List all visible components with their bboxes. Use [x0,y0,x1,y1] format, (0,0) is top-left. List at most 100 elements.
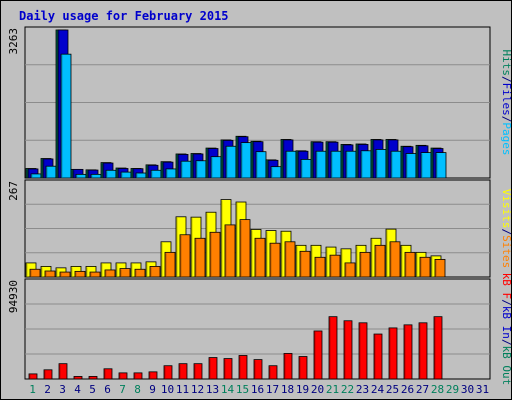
bar-kb-f-day-24 [373,333,383,380]
bar-sites-day-21 [329,254,341,278]
bar-kb-f-day-28 [433,316,443,380]
x-tick-label-day-20: 20 [311,383,324,396]
bar-sites-day-2 [44,270,56,278]
x-tick-label-day-24: 24 [371,383,385,396]
bar-kb-f-day-1 [28,373,38,380]
y-max-label: 94930 [7,280,20,313]
x-tick-label-day-10: 10 [161,383,174,396]
x-tick-label-day-1: 1 [29,383,36,396]
bar-kb-f-day-23 [358,322,368,380]
legend-part: kB F [500,273,512,300]
legend-part: / [500,339,512,346]
bar-kb-f-day-2 [43,369,53,380]
x-tick-label-day-23: 23 [356,383,369,396]
bar-kb-f-day-25 [388,327,398,380]
legend-part: / [500,116,512,123]
legend-axis-label: kB F/kB In/kB Out [500,273,512,386]
legend-part: Pages [500,122,512,155]
x-tick-label-day-13: 13 [206,383,219,396]
x-tick-label-day-5: 5 [89,383,96,396]
bar-sites-day-1 [29,268,41,278]
bar-kb-f-day-27 [418,322,428,380]
panel-kbytes: 94930 kB F/kB In/kB Out [7,273,512,386]
bar-kb-f-day-26 [403,324,413,380]
bar-kb-f-day-9 [148,371,158,380]
x-tick-label-day-29: 29 [446,383,459,396]
bar-sites-day-18 [284,241,296,278]
bar-sites-day-28 [434,258,446,278]
legend-part: kB In [500,306,512,339]
x-tick-label-day-4: 4 [74,383,81,396]
bar-sites-day-10 [164,251,176,278]
bar-sites-day-8 [134,268,146,278]
legend-axis-label: Visits/Sites [500,189,512,269]
x-tick-label-day-6: 6 [104,383,111,396]
bar-sites-day-4 [74,270,86,278]
bar-sites-day-11 [179,234,191,278]
bar-kb-f-day-14 [223,358,233,380]
bar-sites-day-19 [299,250,311,278]
x-tick-label-day-21: 21 [326,383,339,396]
x-tick-label-day-19: 19 [296,383,309,396]
bar-sites-day-7 [119,268,131,278]
bar-sites-day-5 [89,271,101,278]
bar-sites-day-23 [359,251,371,278]
bar-sites-day-9 [149,266,161,278]
bar-sites-day-17 [269,242,281,278]
bar-kb-f-day-13 [208,357,218,380]
bar-kb-f-day-6 [103,368,113,380]
x-tick-label-day-25: 25 [386,383,399,396]
panel-visits-sites: 267 Visits/Sites [7,179,512,278]
legend-part: / [500,299,512,306]
bar-kb-f-day-19 [298,356,308,380]
x-tick-label-day-16: 16 [251,383,264,396]
legend-part: Files [500,83,512,116]
bar-sites-day-25 [389,241,401,278]
bar-kb-f-day-21 [328,316,338,380]
x-tick-label-day-31: 31 [476,383,489,396]
bar-kb-f-day-22 [343,320,353,380]
bar-kb-f-day-5 [88,376,98,380]
legend-part: Visits [500,189,512,229]
x-tick-label-day-9: 9 [149,383,156,396]
bar-sites-day-12 [194,237,206,278]
x-tick-label-day-30: 30 [461,383,474,396]
bar-sites-day-15 [239,219,251,278]
bar-kb-f-day-11 [178,363,188,380]
bar-kb-f-day-12 [193,363,203,380]
bar-sites-day-14 [224,224,236,278]
bar-sites-day-26 [404,251,416,278]
x-tick-label-day-18: 18 [281,383,294,396]
legend-axis-label: Hits/Files/Pages [500,50,512,156]
x-tick-label-day-17: 17 [266,383,279,396]
bar-kb-f-day-8 [133,372,143,380]
bar-kb-f-day-20 [313,330,323,380]
bar-sites-day-6 [104,269,116,278]
x-tick-label-day-26: 26 [401,383,414,396]
x-tick-label-day-2: 2 [44,383,51,396]
x-tick-label-day-3: 3 [59,383,66,396]
legend-part: Sites [500,235,512,268]
bar-sites-day-20 [314,256,326,278]
bar-sites-day-24 [374,244,386,278]
bar-kb-f-day-7 [118,372,128,380]
x-tick-label-day-15: 15 [236,383,249,396]
x-axis-day-labels: 1 2 3 4 5 6 7 8 9 10 11 12 13 14 15 16 17 18 19 20 21 22 23 24 2… [29,383,489,396]
bar-kb-f-day-16 [253,359,263,380]
legend-part: / [500,76,512,83]
bar-kb-f-day-15 [238,355,248,380]
y-max-label: 267 [7,181,20,201]
bar-sites-day-3 [59,271,71,278]
x-tick-label-day-7: 7 [119,383,126,396]
bar-kb-f-day-17 [268,365,278,380]
legend-part: / [500,229,512,236]
x-tick-label-day-28: 28 [431,383,444,396]
x-tick-label-day-11: 11 [176,383,189,396]
chart-title: Daily usage for February 2015 [19,9,229,23]
bar-kb-f-day-18 [283,353,293,380]
bar-kb-f-day-10 [163,365,173,380]
